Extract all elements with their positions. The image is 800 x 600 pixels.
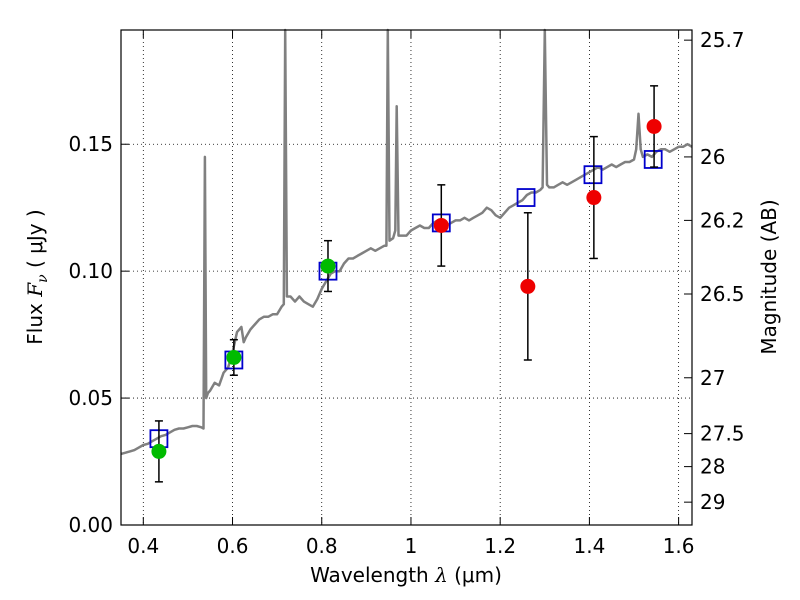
model-sed-line [120,28,693,456]
model-sed-path [120,28,693,456]
y-axis-title: Flux Fν ( μJy ) [23,209,51,344]
y2-tick-label: 26.5 [700,282,745,306]
y2-tick-label: 27.5 [700,422,745,446]
model-photometry-square [516,188,536,207]
y2-tick-label: 29 [700,490,725,514]
detection-point [646,118,662,134]
x-tick-label: 1.4 [573,534,605,558]
detection-point [520,278,536,294]
x-tick-label: 1 [405,534,418,558]
x-axis-title: Wavelength λ (μm) [310,563,502,587]
y-tick-label: 0.05 [68,386,113,410]
y2-tick-label: 26 [700,145,725,169]
detection-point [151,443,167,459]
y2-axis-title: Magnitude (AB) [757,199,781,354]
x-tick-label: 0.6 [217,534,249,558]
photometry-markers [149,85,663,483]
plot-frame [120,29,693,526]
x-tick-label: 1.2 [484,534,516,558]
model-photometry-square [643,150,663,169]
y2-tick-label: 25.7 [700,28,745,52]
detection-point [226,349,242,365]
x-tick-label: 1.6 [663,534,695,558]
y2-tick-label: 26.2 [700,208,745,232]
x-tick-label: 0.4 [127,534,159,558]
detection-point [433,217,449,233]
axis-ticks: 0.4 0.6 0.8 1 1.2 1.4 1.6 0.00 0.05 0.10 0.15 25.7 2… [68,28,744,558]
y2-tick-label: 28 [700,455,725,479]
detection-point [586,190,602,206]
y-tick-label: 0.15 [68,132,113,156]
model-photometry-square [583,165,603,185]
x-tick-label: 0.8 [306,534,338,558]
detection-point [320,258,336,274]
y2-tick-label: 27 [700,366,725,390]
y-tick-label: 0.10 [68,259,113,283]
grid [121,30,692,526]
y-tick-label: 0.00 [68,513,113,537]
